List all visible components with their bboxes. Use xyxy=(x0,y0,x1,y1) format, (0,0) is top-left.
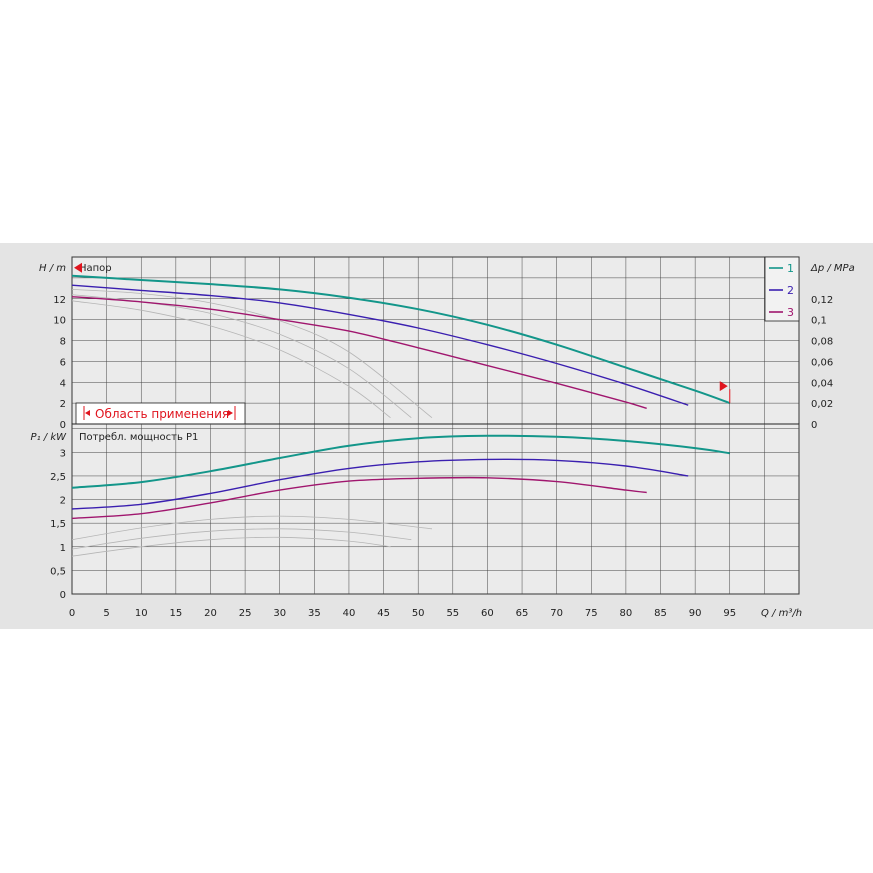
power-curve-2 xyxy=(71,458,689,510)
flow-tick-label: 25 xyxy=(239,608,252,619)
power-reference-curve-3 xyxy=(71,515,433,541)
legend-label-3: 3 xyxy=(787,306,794,319)
flow-tick-label: 30 xyxy=(273,608,286,619)
power-axis-label: P₁ / kW xyxy=(31,432,68,443)
pressure-tick-label: 0,02 xyxy=(811,399,833,410)
power-plot-area xyxy=(71,423,800,595)
power-tick-label: 0,5 xyxy=(50,566,66,577)
head-tick-label: 0 xyxy=(60,420,66,431)
head-tick-label: 4 xyxy=(60,378,66,389)
power-tick-label: 0 xyxy=(60,590,66,601)
pressure-tick-label: 0,06 xyxy=(811,357,833,368)
flow-tick-label: 90 xyxy=(689,608,702,619)
flow-tick-label: 60 xyxy=(481,608,494,619)
operating-range-left-arrow xyxy=(85,410,90,416)
flow-tick-label: 85 xyxy=(654,608,667,619)
power-tick-label: 2 xyxy=(60,496,66,507)
operating-range-right-arrow xyxy=(228,410,233,416)
power-panel: 0 0,5 1 1,5 2 2,5 3 Потребл. мощность P1 P₁ / … xyxy=(31,423,800,601)
power-panel-title: Потребл. мощность P1 xyxy=(79,432,198,443)
power-curve-3 xyxy=(71,476,647,520)
flow-tick-label: 95 xyxy=(723,608,736,619)
flow-tick-label: 80 xyxy=(620,608,633,619)
pressure-axis-label: Δp / MPa xyxy=(810,263,855,274)
flow-tick-label: 35 xyxy=(308,608,321,619)
legend-label-2: 2 xyxy=(787,284,794,297)
flow-axis-label: Q / m³/h xyxy=(761,608,802,619)
flow-tick-label: 50 xyxy=(412,608,425,619)
power-reference-curve-1 xyxy=(71,536,391,557)
flow-tick-label: 5 xyxy=(103,608,109,619)
power-tick-label: 2,5 xyxy=(50,472,66,483)
pressure-tick-label: 0,08 xyxy=(811,337,833,348)
head-curve-1 xyxy=(71,274,731,405)
legend-label-1: 1 xyxy=(787,262,794,275)
min-flow-marker xyxy=(74,262,82,273)
head-tick-label: 8 xyxy=(60,337,66,348)
head-tick-label: 10 xyxy=(53,316,66,327)
head-reference-curve-1 xyxy=(71,300,391,419)
pressure-tick-label: 0,12 xyxy=(811,295,833,306)
head-tick-label: 6 xyxy=(60,357,66,368)
power-tick-label: 1,5 xyxy=(50,519,66,530)
flow-tick-label: 55 xyxy=(446,608,459,619)
pressure-tick-label: 0,1 xyxy=(811,316,827,327)
flow-tick-label: 10 xyxy=(135,608,148,619)
pressure-tick-label: 0 xyxy=(811,420,817,431)
head-axis-label: H / m xyxy=(39,263,66,274)
head-curve-3 xyxy=(71,296,647,409)
pressure-tick-label: 0,04 xyxy=(811,378,833,389)
operating-range-label: Область применения xyxy=(95,407,229,421)
power-reference-curve-2 xyxy=(71,528,412,550)
flow-tick-label: 20 xyxy=(204,608,217,619)
flow-tick-label: 45 xyxy=(377,608,390,619)
flow-tick-label: 70 xyxy=(550,608,563,619)
flow-tick-label: 40 xyxy=(343,608,356,619)
head-tick-label: 2 xyxy=(60,399,66,410)
head-reference-curve-3 xyxy=(71,289,433,419)
head-panel-title: Напор xyxy=(79,263,112,274)
flow-tick-label: 15 xyxy=(169,608,182,619)
power-curve-1 xyxy=(71,434,730,489)
flow-tick-label: 75 xyxy=(585,608,598,619)
power-tick-label: 3 xyxy=(60,448,66,459)
max-flow-marker xyxy=(719,381,728,392)
head-curve-2 xyxy=(71,284,689,406)
flow-tick-label: 65 xyxy=(516,608,529,619)
flow-tick-label: 0 xyxy=(69,608,75,619)
power-tick-label: 1 xyxy=(60,543,66,554)
head-tick-label: 12 xyxy=(53,295,66,306)
